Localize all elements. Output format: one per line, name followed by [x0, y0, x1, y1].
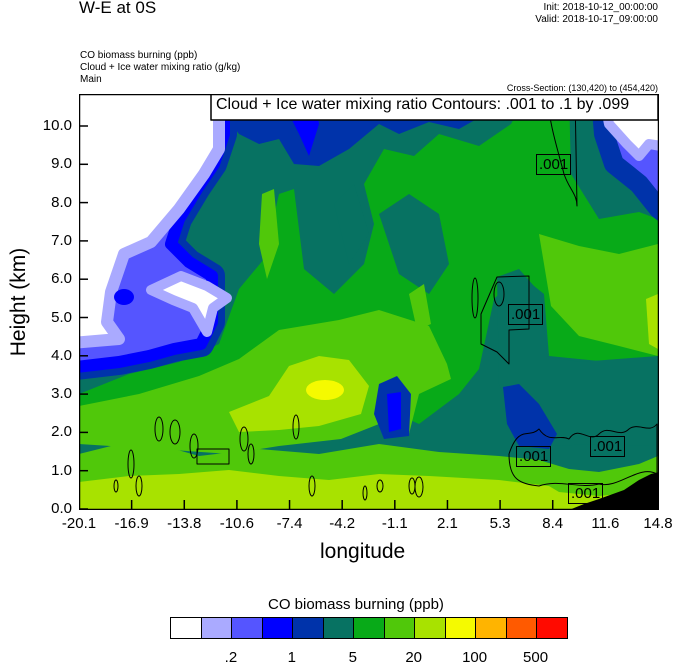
field-name-co: CO biomass burning (ppb) — [80, 50, 198, 61]
contour-line — [480, 275, 530, 365]
y-tick-label: 1.0 — [51, 461, 72, 479]
plot-frame — [79, 94, 659, 510]
fill-lightgreen-right — [539, 234, 658, 356]
y-tick-label: 5.0 — [51, 308, 72, 326]
cross-section-info: Cross-Section: (130,420) to (454,420) — [506, 83, 658, 93]
colorbar-label: .2 — [224, 649, 238, 666]
colorbar-swatch — [383, 618, 415, 638]
contour-legend-text: Cloud + Ice water mixing ratio Contours:… — [216, 96, 630, 113]
x-tick-label: -4.2 — [329, 515, 356, 532]
y-tick-label: 10.0 — [42, 117, 72, 134]
colorbar-swatch — [505, 618, 537, 638]
fill-green-main — [79, 94, 658, 434]
contour-line — [493, 281, 505, 307]
fill-blue-lowright — [503, 384, 557, 449]
contour-line — [113, 479, 119, 493]
contour-line — [135, 475, 143, 497]
field-name-main: Main — [80, 74, 102, 85]
colorbar-label: 100 — [462, 649, 488, 666]
fill-lightgreen-mid — [79, 310, 451, 454]
y-tick-label: 0.0 — [51, 500, 72, 517]
x-tick-label: -20.1 — [61, 515, 97, 532]
contour-label: .001 — [508, 304, 544, 325]
colorbar-label: 5 — [348, 649, 357, 666]
fill-white-blob — [146, 271, 232, 337]
y-tick-label: 2.0 — [51, 423, 72, 441]
fill-yellowgreen-blob — [229, 356, 369, 432]
contour-line — [247, 443, 255, 465]
x-tick-label: -7.4 — [276, 515, 303, 532]
fill-blue-column-inner — [387, 392, 401, 432]
contour-line — [169, 419, 181, 445]
contour-label: .001 — [536, 154, 572, 175]
y-tick-label: 4.0 — [51, 346, 72, 364]
y-tick-label: 3.0 — [51, 385, 72, 403]
colorbar-swatch — [444, 618, 476, 638]
colorbar-label: 500 — [523, 649, 549, 666]
x-tick-label: -16.9 — [114, 515, 149, 532]
contour-line — [239, 426, 249, 452]
contour-line — [189, 433, 199, 459]
contour-label: .001 — [590, 436, 626, 457]
colorbar-swatch — [322, 618, 354, 638]
x-axis-ticks — [79, 500, 659, 509]
colorbar-title: CO biomass burning (ppb) — [268, 596, 444, 613]
contour-line — [196, 448, 230, 465]
x-tick-label: 8.4 — [542, 515, 564, 532]
colorbar-swatch — [414, 618, 445, 638]
y-tick-label: 7.0 — [51, 231, 72, 249]
colorbar-swatch — [200, 618, 232, 638]
y-axis-ticks — [79, 125, 88, 510]
y-axis-label: Height (km) — [7, 247, 30, 357]
x-tick-label: 14.8 — [643, 515, 673, 532]
x-axis-label: longitude — [320, 540, 406, 563]
init-time: Init: 2018-10-12_00:00:00 — [543, 2, 658, 13]
contour-plot-area — [79, 94, 659, 510]
field-name-cloud: Cloud + Ice water mixing ratio (g/kg) — [80, 62, 241, 73]
contour-legend-box — [210, 94, 658, 121]
colorbar-label: 20 — [405, 649, 423, 666]
contour-line — [362, 485, 368, 501]
colorbar-swatch — [261, 618, 293, 638]
plot-title: W-E at 0S — [79, 0, 157, 17]
fill-yellowgreen-right — [646, 294, 658, 349]
terrain — [571, 472, 658, 509]
colorbar-swatch — [231, 618, 262, 638]
x-tick-label: 5.3 — [489, 515, 511, 532]
fill-yellow-max — [306, 380, 344, 400]
fill-teal-column — [497, 269, 658, 446]
contour-line — [376, 479, 384, 493]
colorbar-swatch — [536, 618, 567, 638]
fill-blue-spot — [114, 289, 134, 305]
colorbar-swatch — [353, 618, 384, 638]
x-tick-label: -13.8 — [167, 515, 202, 532]
contour-line — [292, 414, 300, 440]
x-tick-label: 2.1 — [437, 515, 458, 532]
x-tick-label: 11.6 — [591, 515, 620, 532]
colorbar-swatch — [475, 618, 506, 638]
contour-line — [508, 423, 658, 487]
fill-yellowgreen-bottom — [79, 470, 658, 509]
contour-line — [154, 416, 164, 442]
colorbar-label: 1 — [287, 649, 297, 666]
colorbar — [170, 617, 568, 639]
x-tick-label: -10.6 — [219, 515, 254, 532]
contour-line — [414, 476, 424, 498]
colorbar-swatch — [171, 618, 201, 638]
contour-label: .001 — [568, 483, 604, 504]
valid-time: Valid: 2018-10-17_09:00:00 — [535, 14, 658, 25]
y-tick-label: 6.0 — [51, 270, 72, 288]
colorbar-swatch — [292, 618, 323, 638]
y-tick-label: 9.0 — [51, 155, 72, 173]
contour-line — [471, 277, 479, 319]
contour-line — [308, 475, 316, 497]
fill-teal-patch — [334, 184, 449, 294]
y-tick-label: 8.0 — [51, 193, 72, 211]
contour-label: .001 — [516, 446, 552, 467]
contour-line — [127, 449, 135, 479]
x-tick-label: -1.1 — [381, 515, 408, 532]
fill-upperleft-white — [79, 94, 225, 349]
